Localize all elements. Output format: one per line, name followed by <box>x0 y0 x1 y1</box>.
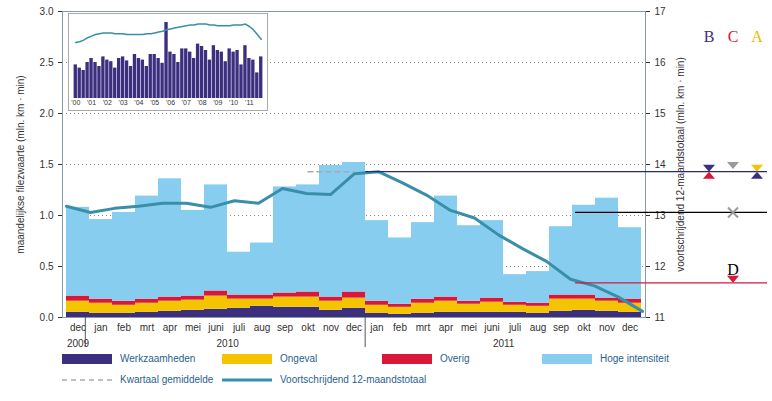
svg-text:0.0: 0.0 <box>40 312 54 323</box>
svg-text:1.0: 1.0 <box>40 210 54 221</box>
svg-text:14: 14 <box>655 159 667 170</box>
svg-text:'03: '03 <box>119 99 128 106</box>
svg-text:dec: dec <box>346 322 362 333</box>
html-text:Werkzaamheden: Werkzaamheden <box>120 353 196 364</box>
svg-text:A: A <box>751 28 763 45</box>
svg-text:11: 11 <box>655 312 666 323</box>
svg-text:'02: '02 <box>103 99 112 106</box>
svg-text:apr: apr <box>163 322 178 333</box>
svg-text:3.0: 3.0 <box>40 6 54 17</box>
svg-text:mrt: mrt <box>140 322 155 333</box>
svg-text:apr: apr <box>439 322 454 333</box>
svg-text:2.0: 2.0 <box>40 108 54 119</box>
html-text:Hoge intensiteit: Hoge intensiteit <box>600 353 669 364</box>
svg-text:juli: juli <box>232 322 245 333</box>
svg-text:voortschrijdend 12-maandstotaa: voortschrijdend 12-maandstotaal (mln. km… <box>675 57 686 272</box>
svg-text:dec: dec <box>622 322 638 333</box>
svg-text:juli: juli <box>508 322 521 333</box>
svg-text:'11: '11 <box>245 99 254 106</box>
svg-text:'09: '09 <box>213 99 222 106</box>
svg-text:2.5: 2.5 <box>40 57 54 68</box>
svg-text:feb: feb <box>117 322 131 333</box>
svg-text:okt: okt <box>577 322 591 333</box>
svg-text:2009: 2009 <box>67 338 90 349</box>
svg-text:0.5: 0.5 <box>40 261 54 272</box>
html-text:Voortschrijdend 12-maandstotaa: Voortschrijdend 12-maandstotaal <box>280 374 427 385</box>
svg-text:'01: '01 <box>87 99 96 106</box>
svg-text:13: 13 <box>655 210 667 221</box>
svg-text:'07: '07 <box>182 99 191 106</box>
svg-text:17: 17 <box>655 6 667 17</box>
svg-text:jan: jan <box>93 322 107 333</box>
svg-text:juni: juni <box>483 322 500 333</box>
svg-text:16: 16 <box>655 57 667 68</box>
svg-text:sep: sep <box>277 322 294 333</box>
svg-text:okt: okt <box>301 322 315 333</box>
svg-text:aug: aug <box>254 322 271 333</box>
svg-text:mrt: mrt <box>416 322 431 333</box>
svg-text:maandelijkse filezwaarte (mln.: maandelijkse filezwaarte (mln. km · min) <box>15 75 26 253</box>
html-text:Overig: Overig <box>440 353 470 364</box>
svg-text:'00: '00 <box>71 99 80 106</box>
svg-text:2010: 2010 <box>217 338 240 349</box>
svg-text:'08: '08 <box>197 99 206 106</box>
svg-text:feb: feb <box>393 322 407 333</box>
svg-text:C: C <box>728 28 739 45</box>
svg-text:mei: mei <box>185 322 201 333</box>
svg-text:1.5: 1.5 <box>40 159 54 170</box>
svg-text:'06: '06 <box>166 99 175 106</box>
svg-text:'04: '04 <box>134 99 143 106</box>
svg-text:2011: 2011 <box>493 338 515 349</box>
svg-text:juni: juni <box>207 322 224 333</box>
svg-text:12: 12 <box>655 261 667 272</box>
html-text:Kwartaal gemiddelde: Kwartaal gemiddelde <box>120 374 214 385</box>
svg-text:D: D <box>727 261 739 278</box>
svg-text:'05: '05 <box>150 99 159 106</box>
svg-text:nov: nov <box>323 322 339 333</box>
svg-text:mei: mei <box>461 322 477 333</box>
svg-text:15: 15 <box>655 108 667 119</box>
svg-text:jan: jan <box>369 322 383 333</box>
svg-text:aug: aug <box>530 322 547 333</box>
svg-text:'10: '10 <box>229 99 238 106</box>
svg-text:dec: dec <box>70 322 86 333</box>
svg-text:B: B <box>704 28 715 45</box>
svg-text:sep: sep <box>553 322 570 333</box>
html-text:Ongeval: Ongeval <box>280 353 318 364</box>
svg-text:nov: nov <box>599 322 615 333</box>
